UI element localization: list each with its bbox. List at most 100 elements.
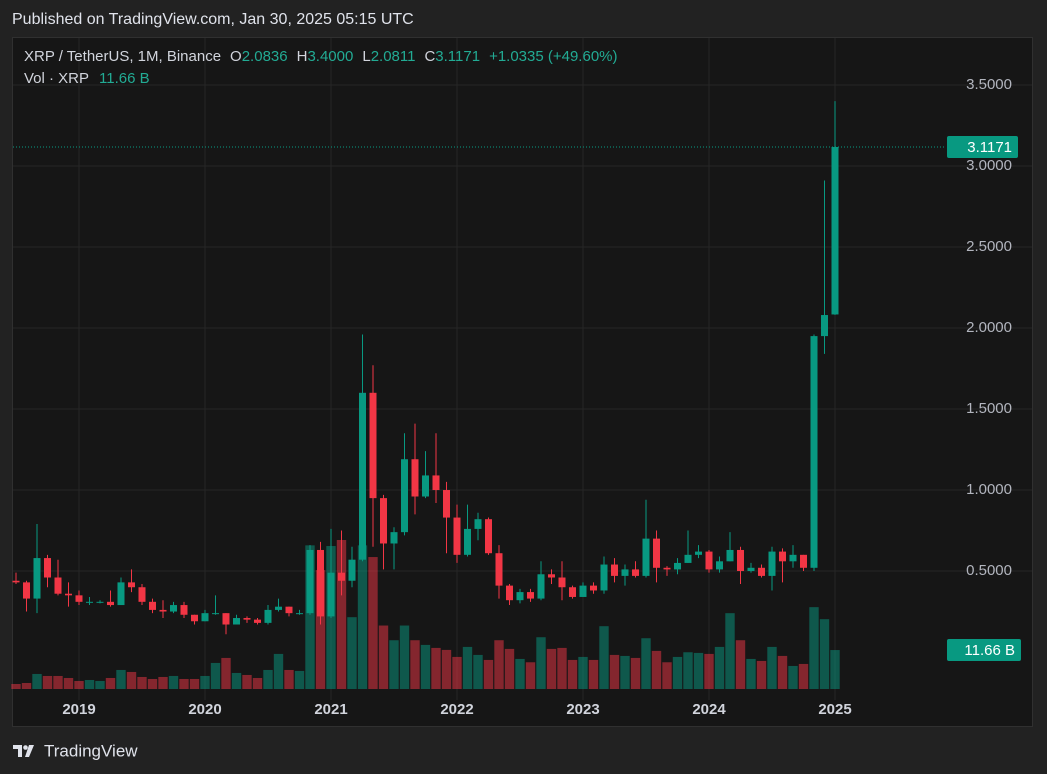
volume-bar <box>630 657 641 689</box>
candle-body <box>180 605 188 615</box>
volume-bar <box>525 662 536 689</box>
volume-bar <box>441 649 452 689</box>
volume-bar <box>788 665 798 689</box>
y-tick-label: 1.5000 <box>966 400 1012 417</box>
candle-body <box>33 558 41 599</box>
candle-body <box>569 587 576 597</box>
y-tick-label: 2.0000 <box>966 319 1012 336</box>
x-tick-label: 2019 <box>62 701 95 718</box>
volume-bar <box>273 653 284 689</box>
candle-body <box>264 609 272 623</box>
volume-bar <box>483 659 494 689</box>
volume-bar <box>683 652 693 689</box>
candle-body <box>485 519 492 554</box>
volume-bar <box>704 653 714 689</box>
volume-bar <box>546 648 557 689</box>
candle-body <box>432 475 440 491</box>
y-tick-label: 3.0000 <box>966 157 1012 174</box>
candle-body <box>12 580 20 583</box>
volume-bar <box>609 654 620 689</box>
candle-body <box>821 315 828 337</box>
candle-body <box>600 564 608 591</box>
candle-body <box>243 618 251 620</box>
last-price-label: 3.1171 <box>967 139 1012 156</box>
candle-body <box>86 601 93 603</box>
volume-bar <box>53 675 63 689</box>
candle-body <box>758 567 765 576</box>
candle-body <box>107 601 114 606</box>
volume-bar <box>746 658 756 689</box>
candle-body <box>306 549 314 614</box>
symbol-name: XRP / TetherUS, 1M, Binance <box>24 48 221 65</box>
volume-bar <box>588 659 599 689</box>
volume-bar <box>126 671 137 689</box>
ohlc-key: L <box>362 48 370 65</box>
candle-body <box>285 606 293 614</box>
volume-bar <box>494 640 504 689</box>
candle-body <box>506 585 513 601</box>
volume-bar <box>431 647 441 689</box>
candle-body <box>747 567 755 572</box>
candle-body <box>768 551 776 576</box>
candle-body <box>726 549 734 562</box>
candle-body <box>117 582 125 606</box>
candle-body <box>191 614 198 622</box>
volume-bar <box>410 640 420 689</box>
candle-body <box>317 549 324 617</box>
candle-body <box>369 392 377 499</box>
x-tick-label: 2024 <box>692 701 726 718</box>
candle-body <box>695 551 702 555</box>
candle-body <box>296 613 303 615</box>
ohlc-value: 2.0811 <box>371 48 416 65</box>
candle-body <box>674 562 681 570</box>
brand-logo <box>13 745 34 757</box>
candle-body <box>96 601 104 603</box>
symbol-legend: XRP / TetherUS, 1M, Binance O2.0836 H3.400… <box>24 48 618 65</box>
volume-bar <box>42 675 53 689</box>
candle-body <box>44 558 51 578</box>
volume-bar <box>725 613 735 689</box>
last-volume-label: 11.66 B <box>964 642 1015 659</box>
candle-body <box>453 517 461 555</box>
volume-bar <box>252 677 263 689</box>
x-tick-label: 2025 <box>818 701 851 718</box>
candle-body <box>527 592 534 599</box>
candles <box>12 101 839 635</box>
candle-body <box>149 601 156 610</box>
candle-body <box>348 559 356 581</box>
ohlc-key: O <box>230 48 242 65</box>
plot-area: 0.5000 1.0000 1.5000 2.0000 2.5000 3.0000 3.50… <box>11 38 1032 718</box>
volume-bar <box>200 675 210 689</box>
candle-body <box>401 459 408 533</box>
candle-body <box>54 577 62 594</box>
candle-body <box>159 609 167 612</box>
candle-body <box>327 572 335 617</box>
candle-body <box>338 572 345 581</box>
candle-body <box>138 587 146 602</box>
candle-body <box>537 574 545 599</box>
volume-bar <box>368 557 378 689</box>
candle-body <box>800 554 807 568</box>
candle-body <box>170 605 177 612</box>
volume-bar <box>515 658 525 689</box>
candle-body <box>65 593 72 596</box>
volume-bar <box>32 673 42 689</box>
candle-body <box>548 574 555 578</box>
candle-body <box>705 551 713 570</box>
volume-bar <box>693 652 704 689</box>
candle-body <box>201 613 209 622</box>
candle-body <box>621 569 629 576</box>
candle-body <box>222 613 230 625</box>
chart-frame <box>12 37 1033 727</box>
candle-body <box>579 585 587 597</box>
volume-bar <box>378 625 389 689</box>
candle-body <box>254 619 261 623</box>
volume-bar <box>168 675 179 689</box>
candle-body <box>390 532 398 544</box>
volume-bar <box>210 662 221 689</box>
volume-bar <box>389 640 399 689</box>
candle-body <box>632 569 639 576</box>
volume-bar <box>221 657 231 689</box>
